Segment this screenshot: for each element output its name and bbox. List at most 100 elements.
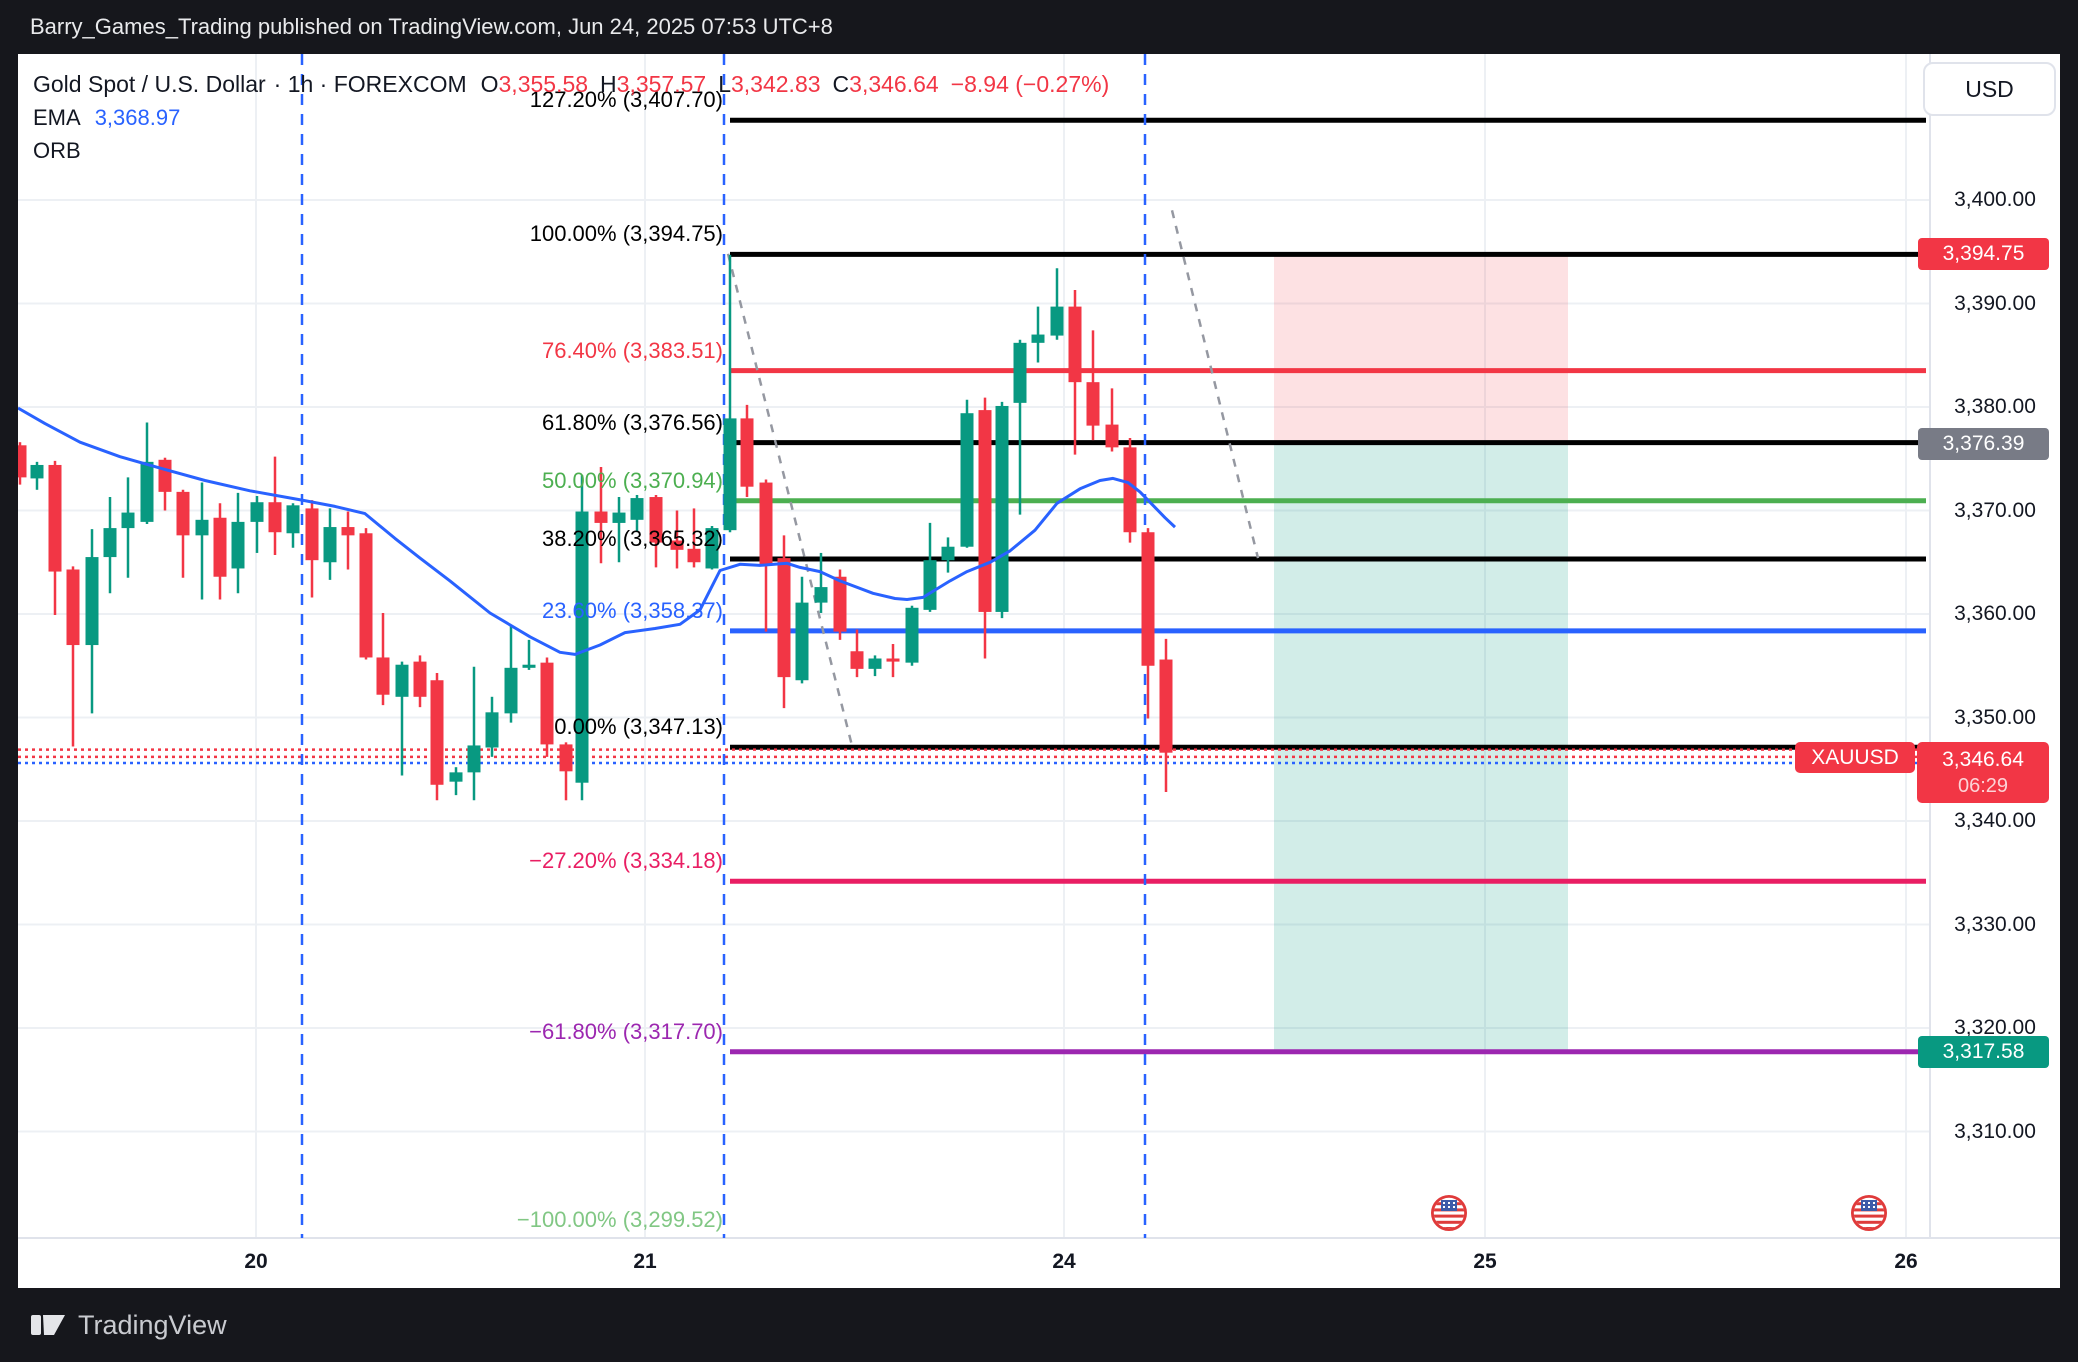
candle-body [814, 587, 828, 603]
ema-line [18, 406, 1177, 656]
candle-body [833, 576, 847, 632]
fib-trend-dash [1170, 210, 1260, 559]
candle-body [30, 464, 44, 479]
chart-pane: Gold Spot / U.S. Dollar · 1h · FOREXCOM … [18, 54, 2060, 1288]
price-axis-tick: 3,330.00 [1954, 912, 2036, 936]
candle-body [886, 658, 900, 662]
candle-body [559, 744, 573, 772]
candle-body [723, 418, 737, 531]
publish-banner-text: Barry_Games_Trading published on Trading… [30, 14, 833, 39]
candle-body [612, 512, 626, 523]
price-axis-tick: 3,360.00 [1954, 602, 2036, 625]
price-level-badge: 3,317.58 [1918, 1035, 2049, 1068]
tradingview-logo-icon[interactable] [30, 1308, 66, 1342]
candle-body [649, 497, 663, 543]
candle-body [121, 512, 135, 529]
candle-body [413, 661, 427, 697]
candle-body [594, 511, 608, 523]
candle-body [1050, 306, 1064, 336]
price-axis-tick: 3,380.00 [1954, 395, 2036, 418]
time-axis-day-label: 21 [633, 1250, 657, 1273]
candle-body [575, 511, 589, 783]
candle-body [66, 569, 80, 646]
price-axis-tick: 3,390.00 [1954, 291, 2036, 315]
candle-body [630, 498, 644, 520]
candle-body [231, 521, 245, 569]
candle-body [250, 502, 264, 522]
tradingview-logo-text[interactable]: TradingView [78, 1309, 227, 1340]
candle-body [995, 405, 1009, 612]
candle-body [158, 459, 172, 492]
candle-body [195, 519, 209, 536]
candle-body [359, 533, 373, 658]
price-level-badge: 3,394.75 [1918, 238, 2049, 271]
candle-body [48, 464, 62, 572]
candle-body [941, 546, 955, 561]
candle-body [1159, 659, 1173, 753]
time-axis-day-label: 24 [1052, 1250, 1076, 1273]
candle-body [687, 548, 701, 563]
candle-body [176, 491, 190, 536]
projection-zone [1274, 254, 1568, 443]
candle-body [850, 651, 864, 669]
candle-body [1105, 424, 1119, 448]
candle-body [395, 664, 409, 697]
fib-trend-dash [726, 253, 855, 750]
candle-body [923, 560, 937, 610]
price-axis-tick: 3,350.00 [1954, 705, 2036, 729]
last-price-value: 3,346.64 [1942, 747, 2024, 771]
price-axis-tick: 3,320.00 [1954, 1016, 2036, 1039]
candle-body [978, 410, 992, 612]
price-axis-tick: 3,310.00 [1954, 1119, 2036, 1143]
candle-body [705, 528, 719, 569]
candle-body [1141, 532, 1155, 666]
candle-body [376, 657, 390, 695]
candle-body [759, 482, 773, 566]
time-axis-day-label: 25 [1473, 1250, 1497, 1273]
chart-canvas[interactable] [18, 54, 2060, 1288]
publish-banner: Barry_Games_Trading published on Trading… [0, 0, 2078, 54]
candle-body [286, 505, 300, 534]
price-level-badge: 3,376.39 [1918, 428, 2049, 461]
candle-body [522, 664, 536, 668]
currency-toggle-button[interactable]: USD [1923, 62, 2056, 116]
time-axis-day-label: 26 [1894, 1250, 1918, 1273]
candle-body [540, 662, 554, 745]
candle-body [449, 772, 463, 782]
candle-body [430, 680, 444, 785]
bar-countdown: 06:29 [1957, 774, 2009, 797]
candle-body [467, 745, 481, 773]
candle-body [504, 667, 518, 714]
candle-body [18, 445, 27, 478]
candle-body [1123, 447, 1137, 533]
candle-body [670, 540, 684, 550]
candle-body [905, 607, 919, 663]
time-axis-day-label: 20 [244, 1250, 268, 1273]
candle-body [85, 557, 99, 646]
candle-body [740, 418, 754, 487]
price-axis-tick: 3,400.00 [1954, 188, 2036, 211]
candle-body [485, 712, 499, 748]
us-flag-economic-event-icon[interactable] [1850, 1194, 1888, 1232]
candle-body [103, 528, 117, 558]
candle-body [341, 527, 355, 536]
candle-body [1031, 334, 1045, 343]
candle-body [777, 558, 791, 678]
candle-body [1086, 382, 1100, 426]
last-price-symbol-pill: XAUUSD [1795, 742, 1915, 774]
footer-bar: TradingView [0, 1288, 2078, 1362]
candle-body [305, 508, 319, 561]
candle-body [213, 517, 227, 577]
candle-body [868, 658, 882, 669]
candle-body [960, 413, 974, 547]
price-axis-tick: 3,340.00 [1954, 809, 2036, 832]
candle-body [795, 602, 809, 681]
candle-body [140, 461, 154, 522]
candle-body [323, 527, 337, 563]
candle-body [1068, 306, 1082, 383]
last-price-badge: 3,346.64 06:29 [1917, 742, 2049, 804]
us-flag-economic-event-icon[interactable] [1430, 1194, 1468, 1232]
candle-body [268, 502, 282, 533]
price-axis-tick: 3,370.00 [1954, 498, 2036, 522]
